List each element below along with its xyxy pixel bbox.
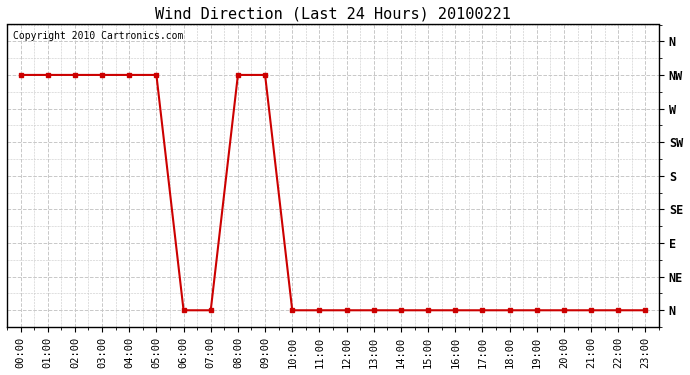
Text: Copyright 2010 Cartronics.com: Copyright 2010 Cartronics.com: [14, 30, 184, 40]
Title: Wind Direction (Last 24 Hours) 20100221: Wind Direction (Last 24 Hours) 20100221: [155, 7, 511, 22]
